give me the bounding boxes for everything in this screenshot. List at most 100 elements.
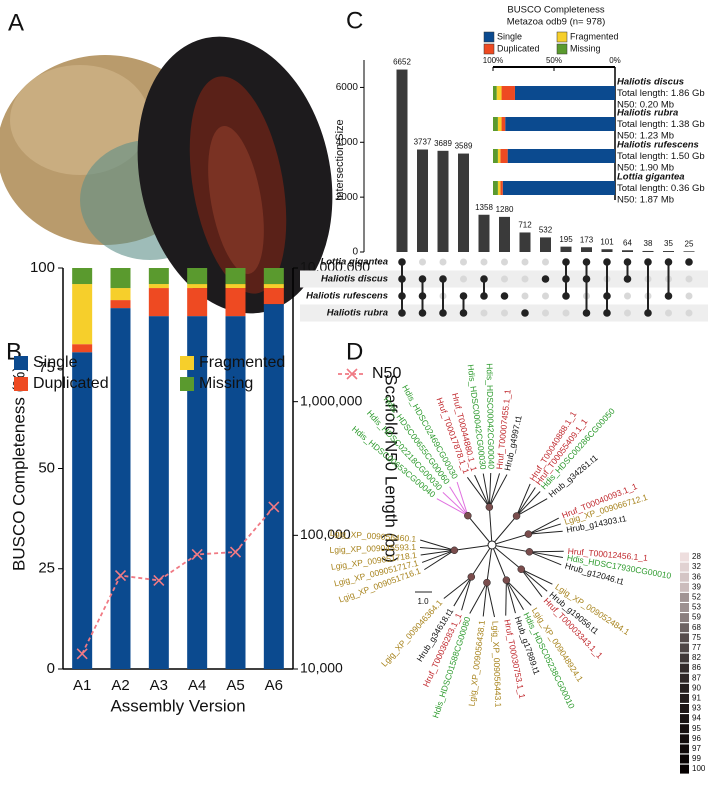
- inset-legend-swatch: [483, 43, 495, 55]
- inset-bg: [478, 2, 708, 204]
- inset-bar-segment: [501, 117, 506, 131]
- bar-label: 532: [539, 226, 553, 235]
- inset-legend-swatch: [556, 43, 568, 55]
- matrix-dot-empty: [501, 275, 508, 283]
- inset-legend-swatch: [483, 31, 495, 43]
- matrix-dot: [562, 258, 570, 266]
- legend-label: N50: [372, 365, 401, 382]
- matrix-dot: [582, 275, 591, 283]
- inset-detail: Total length: 1.50 Gb: [617, 151, 705, 162]
- shell-highlight: [10, 65, 150, 175]
- bar-segment: [110, 308, 131, 669]
- tree-branch: [449, 486, 469, 516]
- inset-detail: N50: 1.87 Mb: [617, 195, 674, 206]
- bar-segment: [148, 288, 169, 317]
- bar-segment: [148, 268, 169, 285]
- tree-branch: [470, 544, 493, 578]
- x-tick-label: A2: [111, 677, 129, 694]
- matrix-dot: [685, 258, 693, 266]
- bar: [396, 69, 408, 253]
- bar: [683, 251, 695, 252]
- n50-line: [81, 506, 275, 655]
- set-label: Haliotis rubra: [327, 308, 388, 319]
- tree-branch: [528, 530, 563, 535]
- tree-branch: [420, 539, 455, 551]
- legend-swatch: [680, 592, 689, 602]
- legend-label: Duplicated: [33, 375, 109, 392]
- bar-segment: [263, 288, 284, 305]
- tree-branch: [443, 576, 472, 599]
- legend-swatch: [680, 562, 689, 572]
- tree-branch: [529, 551, 562, 566]
- x-tick-label: A1: [73, 677, 91, 694]
- legend-label: 90: [692, 683, 701, 692]
- x-tick-label: A5: [226, 677, 244, 694]
- y-tick-label: 4000: [336, 137, 359, 148]
- bar: [417, 149, 428, 252]
- legend-label: 77: [692, 643, 701, 652]
- bar-segment: [110, 300, 131, 309]
- matrix-dot-empty: [685, 275, 693, 283]
- legend-swatch: [180, 356, 194, 370]
- abalone-foot-center: [208, 126, 264, 274]
- inset-bar-segment: [497, 117, 502, 131]
- matrix-dot: [398, 258, 406, 266]
- bar: [540, 237, 551, 252]
- bar: [663, 251, 674, 252]
- matrix-dot: [521, 309, 529, 317]
- tree-leaf-label: Lgig_XP_009056443.1: [490, 621, 503, 708]
- bar-segment: [72, 344, 93, 353]
- tree-leaf-label: Lgig_XP_009045593.1: [329, 542, 416, 555]
- inset-species: Haliotis rubra: [617, 108, 678, 119]
- bar-segment: [148, 284, 169, 289]
- matrix-dot: [664, 258, 673, 266]
- legend-label: 94: [692, 714, 701, 723]
- matrix-dot-empty: [419, 258, 426, 266]
- tree-node: [485, 503, 494, 511]
- tree-root: [487, 540, 497, 550]
- bar-segment: [72, 268, 93, 285]
- bar: [560, 246, 572, 252]
- legend-label: 86: [692, 663, 701, 672]
- n50-marker: [268, 501, 280, 513]
- matrix-dot-empty: [542, 292, 549, 300]
- inset-bar-segment: [501, 86, 515, 100]
- legend-swatch: [680, 643, 689, 653]
- matrix-dot-empty: [521, 258, 529, 266]
- tree-branch: [505, 580, 516, 614]
- legend-swatch: [680, 754, 689, 764]
- tree-branch: [521, 568, 553, 585]
- bar-label: 1358: [475, 203, 493, 212]
- bar: [478, 214, 490, 252]
- inset-detail: N50: 1.90 Mb: [617, 163, 674, 174]
- matrix-dot-empty: [480, 258, 488, 266]
- bar-label: 35: [664, 239, 673, 248]
- tree-branch: [486, 582, 496, 618]
- matrix-dot: [459, 309, 468, 317]
- y-tick-label: 0: [47, 660, 55, 677]
- bar-label: 3689: [434, 139, 452, 148]
- tree-node: [450, 546, 459, 555]
- matrix-dot-empty: [501, 258, 508, 266]
- matrix-dot: [418, 309, 427, 317]
- inset-legend-label: Fragmented: [570, 31, 619, 41]
- legend-swatch: [180, 377, 194, 391]
- tree-branch: [454, 544, 493, 551]
- tree-branch: [482, 473, 490, 508]
- matrix-dot-empty: [521, 292, 529, 300]
- tree-node: [525, 548, 534, 556]
- inset-bar-segment: [496, 86, 502, 100]
- tree-branch: [528, 517, 559, 535]
- inset-bar-segment: [502, 181, 615, 195]
- tree-branch: [491, 515, 517, 546]
- legend-label: 93: [692, 704, 701, 713]
- bar: [601, 249, 613, 252]
- inset-detail: Total length: 1.38 Gb: [617, 119, 705, 130]
- tree-branch: [516, 491, 541, 517]
- legend-label: Single: [33, 354, 78, 371]
- tree-branch: [453, 576, 472, 607]
- matrix-dot: [439, 309, 447, 317]
- inset-species: Haliotis discus: [617, 77, 684, 88]
- inset-tick-label: 100%: [483, 56, 503, 65]
- legend-swatch: [14, 377, 28, 391]
